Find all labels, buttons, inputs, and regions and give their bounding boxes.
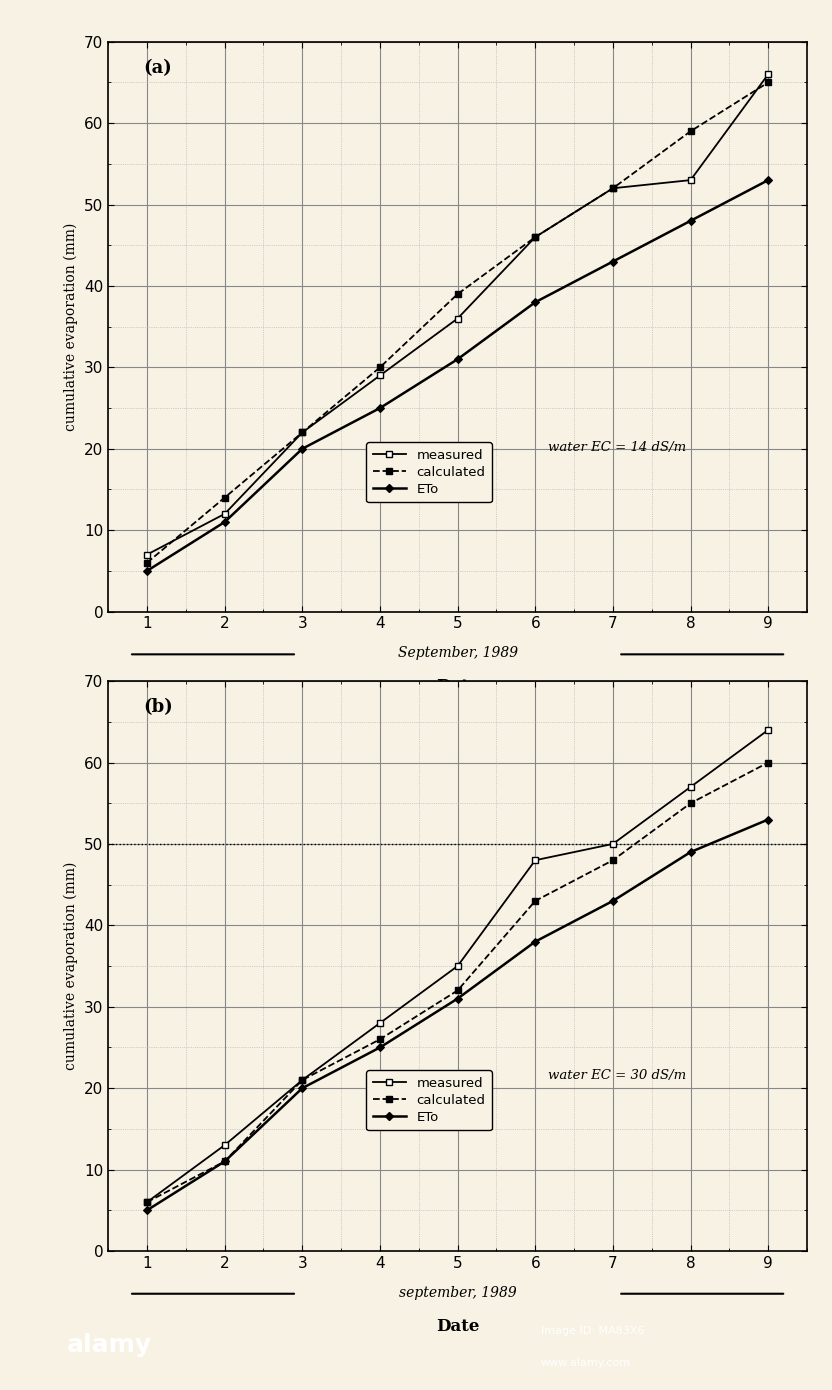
Line: ETo: ETo: [144, 816, 771, 1213]
measured: [375, 367, 385, 384]
measured: [763, 65, 773, 82]
measured: [608, 835, 618, 852]
Y-axis label: cumulative evaporation (mm): cumulative evaporation (mm): [64, 222, 78, 431]
Text: water EC = 30 dS/m: water EC = 30 dS/m: [548, 1069, 686, 1081]
calculated: [763, 755, 773, 771]
Text: (a): (a): [143, 58, 172, 76]
measured: [297, 1072, 307, 1088]
calculated: [297, 1072, 307, 1088]
ETo: [453, 990, 463, 1006]
ETo: [220, 514, 230, 531]
calculated: [530, 892, 540, 909]
calculated: [142, 555, 152, 571]
Line: calculated: calculated: [143, 79, 772, 566]
ETo: [530, 293, 540, 310]
measured: [297, 424, 307, 441]
measured: [608, 179, 618, 196]
measured: [453, 310, 463, 327]
calculated: [220, 489, 230, 506]
calculated: [608, 852, 618, 869]
ETo: [763, 812, 773, 828]
calculated: [375, 359, 385, 375]
calculated: [763, 74, 773, 90]
Line: measured: measured: [143, 727, 772, 1205]
measured: [375, 1015, 385, 1031]
ETo: [530, 933, 540, 949]
Text: www.alamy.com: www.alamy.com: [541, 1358, 631, 1368]
calculated: [453, 983, 463, 999]
measured: [142, 546, 152, 563]
Line: ETo: ETo: [144, 177, 771, 574]
ETo: [453, 350, 463, 367]
Text: Date: Date: [436, 678, 479, 695]
ETo: [608, 892, 618, 909]
ETo: [220, 1154, 230, 1170]
Text: alamy: alamy: [67, 1333, 151, 1357]
Text: water EC = 14 dS/m: water EC = 14 dS/m: [548, 441, 686, 453]
ETo: [686, 213, 696, 229]
ETo: [297, 1080, 307, 1097]
calculated: [686, 122, 696, 139]
measured: [686, 172, 696, 189]
Text: Image ID: MA83X6: Image ID: MA83X6: [541, 1326, 644, 1336]
Text: September, 1989: September, 1989: [398, 646, 518, 660]
measured: [530, 852, 540, 869]
calculated: [375, 1031, 385, 1048]
calculated: [686, 795, 696, 812]
measured: [142, 1194, 152, 1211]
ETo: [608, 253, 618, 270]
Line: measured: measured: [143, 71, 772, 557]
measured: [530, 229, 540, 246]
Line: calculated: calculated: [143, 759, 772, 1205]
Text: (b): (b): [143, 698, 173, 716]
measured: [220, 506, 230, 523]
ETo: [763, 172, 773, 189]
calculated: [142, 1194, 152, 1211]
ETo: [375, 1040, 385, 1056]
Legend: measured, calculated, ETo: measured, calculated, ETo: [366, 1070, 492, 1130]
ETo: [142, 1202, 152, 1219]
measured: [220, 1137, 230, 1154]
Legend: measured, calculated, ETo: measured, calculated, ETo: [366, 442, 492, 502]
ETo: [297, 441, 307, 457]
ETo: [686, 844, 696, 860]
calculated: [453, 286, 463, 303]
calculated: [608, 179, 618, 196]
Text: Date: Date: [436, 1318, 479, 1334]
measured: [686, 778, 696, 795]
calculated: [297, 424, 307, 441]
Text: september, 1989: september, 1989: [399, 1286, 517, 1300]
ETo: [375, 400, 385, 417]
ETo: [142, 563, 152, 580]
calculated: [220, 1154, 230, 1170]
measured: [453, 958, 463, 974]
measured: [763, 721, 773, 738]
Y-axis label: cumulative evaporation (mm): cumulative evaporation (mm): [64, 862, 78, 1070]
calculated: [530, 229, 540, 246]
